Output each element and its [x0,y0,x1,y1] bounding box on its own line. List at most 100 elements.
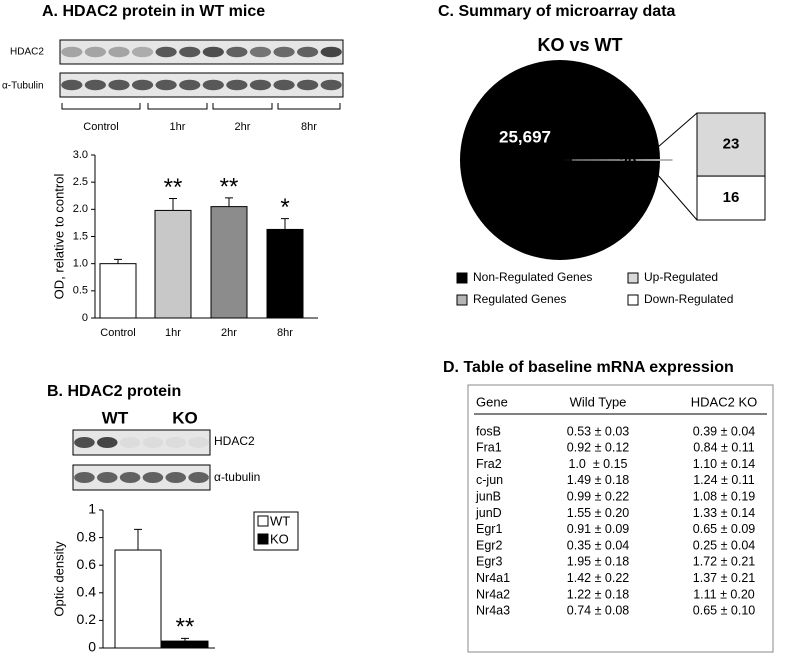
blot-band [84,46,106,58]
blot-label: HDAC2 [10,47,44,58]
table-cell: 1.0 ± 0.15 [569,457,628,471]
y-tick-label: 0.6 [77,556,97,572]
table-header: Wild Type [570,394,627,409]
bar [210,206,248,319]
y-tick-label: 3.0 [73,149,88,161]
group-bracket [212,103,273,110]
blot-band [249,46,272,58]
legend-label: Non-Regulated Genes [473,270,592,284]
breakdown-segment [696,175,766,221]
blot-band [226,79,248,91]
y-axis-label: Optic density [51,541,66,617]
table-cell: junD [475,506,502,520]
breakdown-segment [696,112,766,177]
table-cell: Fra1 [476,441,502,455]
table-cell: 1.72 ± 0.21 [693,555,756,569]
significance: ** [176,614,195,641]
table-cell: fosB [476,424,501,438]
table-header: HDAC2 KO [691,394,757,409]
x-tick-label: Control [100,327,135,339]
y-tick-label: 1.0 [73,258,88,270]
table-cell: 0.65 ± 0.09 [693,522,756,536]
group-bracket [147,103,208,110]
blot-band [320,79,342,91]
blot-band [155,46,177,58]
table-cell: 0.25 ± 0.04 [693,538,756,552]
lane-label: KO [172,408,198,427]
blot-band [297,46,319,58]
table-cell: 1.24 ± 0.11 [693,473,755,487]
legend-swatch [456,294,468,306]
legend-label: Down-Regulated [644,292,733,306]
group-label: 8hr [301,121,317,133]
error-bar [281,218,289,230]
value-label: 39 [620,154,637,171]
blot-band [249,79,272,91]
y-tick-label: 0.5 [73,285,88,297]
blot-label: α-tubulin [214,470,260,484]
panel-c-subtitle: KO vs WT [537,35,622,55]
legend-swatch [257,515,269,527]
connector [649,165,698,221]
error-bar [134,528,142,551]
blot-strip [72,464,211,491]
breakdown-label: 16 [723,189,740,206]
table-cell: 1.10 ± 0.14 [693,457,756,471]
breakdown-label: 23 [723,136,740,153]
legend-label: Up-Regulated [644,270,718,284]
x-tick-label: 1hr [165,327,181,339]
connector [649,112,698,155]
blot-band [131,46,154,58]
blot-band [320,46,342,58]
table-cell: Egr2 [476,538,502,552]
blot-band [74,472,95,483]
blot-band [96,472,118,483]
y-tick-label: 1 [88,501,96,517]
y-tick-label: 2.0 [73,203,88,215]
blot-band [96,437,118,448]
group-bracket [277,103,341,110]
table-frame [467,384,774,653]
table-cell: Nr4a3 [476,604,510,618]
table-cell: 0.65 ± 0.10 [693,604,756,618]
table-cell: Egr1 [476,522,502,536]
panel-c-title: C. Summary of microarray data [438,3,676,20]
panel-d-title: D. Table of baseline mRNA expression [443,359,734,376]
table-cell: 0.35 ± 0.04 [567,538,630,552]
table-cell: junB [475,489,501,503]
blot-label: α-Tubulin [2,81,44,92]
blot-band [61,46,83,58]
blot-band [155,79,177,91]
blot-band [119,472,141,483]
table-cell: Fra2 [476,457,502,471]
blot-strip [59,72,344,98]
table-cell: 0.53 ± 0.03 [567,424,630,438]
table-cell: 0.99 ± 0.22 [567,489,630,503]
table-cell: Nr4a2 [476,587,510,601]
blot-band [61,79,83,91]
y-tick-label: 0 [88,639,96,655]
group-label: 1hr [170,121,186,133]
legend-label: KO [270,531,289,546]
blot-band [273,46,295,58]
y-tick-label: 0.4 [77,584,97,600]
legend-swatch [257,533,269,545]
bar [266,228,304,319]
table-cell: Nr4a1 [476,571,510,585]
table-cell: 1.95 ± 0.18 [567,555,630,569]
legend-frame [253,511,299,551]
blot-band [297,79,319,91]
blot-band [179,79,201,91]
blot-band [202,79,224,91]
blot-band [226,46,248,58]
significance: ** [164,174,183,201]
table-cell: 1.37 ± 0.21 [693,571,756,585]
bar [99,263,137,319]
table-cell: 1.22 ± 0.18 [567,587,630,601]
lane-label: WT [102,408,129,427]
error-bar [169,197,177,211]
table-cell: 0.39 ± 0.04 [693,424,756,438]
blot-band [108,79,130,91]
blot-band [131,79,154,91]
